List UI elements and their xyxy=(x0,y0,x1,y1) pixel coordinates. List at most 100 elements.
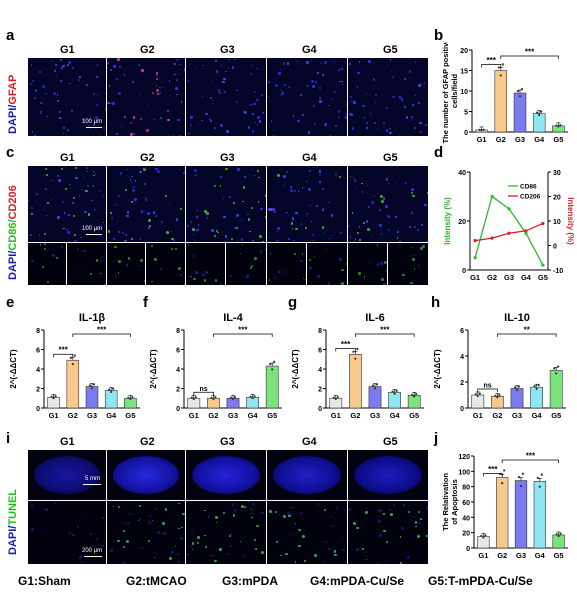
cell-speck xyxy=(52,254,55,257)
cell-speck xyxy=(72,534,75,537)
h-x-tick-label-G1: G1 xyxy=(473,411,483,420)
h-x-tick-label-G4: G4 xyxy=(532,411,543,420)
d-point-CD86-3 xyxy=(524,231,528,235)
cell-speck xyxy=(210,80,212,83)
e-dot-G5-2 xyxy=(131,396,134,399)
cell-speck xyxy=(270,208,273,211)
cell-speck xyxy=(389,59,392,61)
cell-speck xyxy=(209,118,211,121)
cell-speck xyxy=(287,512,290,516)
e-y-tick-label-1: 2 xyxy=(36,387,40,394)
cell-speck xyxy=(166,230,170,234)
cell-speck xyxy=(350,236,352,238)
cell-speck xyxy=(420,517,422,520)
cell-speck xyxy=(198,123,200,125)
cell-speck xyxy=(225,167,228,171)
cell-speck xyxy=(408,70,411,73)
cell-speck xyxy=(279,94,282,97)
cell-speck xyxy=(384,561,387,564)
cell-speck xyxy=(368,60,372,64)
cell-speck xyxy=(339,232,342,235)
f-y-tick-label-0: 0 xyxy=(176,406,180,413)
cell-speck xyxy=(31,505,33,507)
cell-speck xyxy=(38,70,42,74)
cell-speck xyxy=(425,124,428,127)
cell-speck xyxy=(126,539,130,543)
cell-speck xyxy=(31,206,34,209)
g-y-tick-label-2: 4 xyxy=(318,367,322,374)
cell-speck xyxy=(101,544,104,548)
cell-speck xyxy=(366,126,369,129)
cell-speck xyxy=(355,526,359,530)
e-sig-label-1: *** xyxy=(97,326,107,335)
cell-speck xyxy=(138,520,140,522)
header-c-g4: G4 xyxy=(302,152,317,164)
cell-speck xyxy=(160,86,163,89)
cell-speck xyxy=(172,135,175,136)
cell-speck xyxy=(340,268,344,272)
cell-speck xyxy=(214,279,218,282)
cell-speck xyxy=(400,98,404,101)
cell-speck xyxy=(232,505,235,508)
cell-speck xyxy=(121,232,124,235)
inset-c-g4a xyxy=(267,243,306,285)
d-y-tick-label-left-1: 20 xyxy=(458,219,466,226)
cell-speck xyxy=(44,187,48,191)
cell-speck xyxy=(139,518,141,521)
cell-speck xyxy=(72,196,76,200)
cell-speck xyxy=(299,93,303,96)
cell-speck xyxy=(369,113,372,115)
cell-speck xyxy=(140,93,142,95)
cell-speck xyxy=(380,195,384,199)
chart-b-gfap: 0 5 10 15 20 G1 G2 G3 G4 G5 *** *** The number of GF… xyxy=(441,42,568,144)
cell-speck xyxy=(129,122,132,125)
g-dot-G5-1 xyxy=(413,395,416,398)
j-x-tick-label-G2: G2 xyxy=(497,551,507,560)
legend-g5: G5:T-mPDA-Cu/Se xyxy=(428,574,533,588)
cell-speck xyxy=(410,192,413,195)
j-y-tick-label-3: 60 xyxy=(462,500,470,507)
cell-speck xyxy=(293,253,296,255)
cell-speck xyxy=(251,509,253,511)
cell-speck xyxy=(86,166,89,169)
cell-speck xyxy=(352,100,356,104)
cell-speck xyxy=(114,245,117,249)
b-ylabel-0: The number of GFAP positive xyxy=(441,42,450,143)
cell-speck xyxy=(77,78,81,82)
cell-speck xyxy=(124,233,128,237)
cell-speck xyxy=(309,266,312,270)
cell-speck xyxy=(178,168,181,170)
cell-speck xyxy=(132,181,134,183)
g-x-tick-label-G1: G1 xyxy=(331,411,341,420)
cell-speck xyxy=(412,194,415,198)
cell-speck xyxy=(98,104,101,107)
cell-speck xyxy=(265,215,266,219)
cell-speck xyxy=(46,174,48,176)
header-c-g2: G2 xyxy=(140,152,155,164)
cell-speck xyxy=(217,232,219,234)
cell-speck xyxy=(201,119,203,122)
micrograph-a-g5 xyxy=(348,58,428,136)
cell-speck xyxy=(344,115,347,119)
stain-dapi-i: DAPI/ xyxy=(7,525,19,555)
panel-label-f: f xyxy=(143,294,148,311)
cell-speck xyxy=(107,230,111,233)
cell-speck xyxy=(322,207,325,210)
cell-speck xyxy=(256,524,259,528)
legend-g1: G1:Sham xyxy=(18,574,71,588)
cell-speck xyxy=(208,516,211,518)
cell-speck xyxy=(209,120,212,123)
cell-speck xyxy=(427,192,428,195)
j-x-tick-label-G5: G5 xyxy=(554,551,564,560)
cell-speck xyxy=(63,211,66,214)
cell-speck xyxy=(385,177,389,181)
inset-c-g1a xyxy=(28,243,66,285)
j-dot-G5-1 xyxy=(557,534,560,538)
cell-speck xyxy=(56,94,58,96)
h-dot-G2-2 xyxy=(498,394,501,397)
f-title: IL-4 xyxy=(223,312,243,324)
cell-speck xyxy=(149,521,152,524)
h-title: IL-10 xyxy=(504,312,530,324)
cell-speck xyxy=(285,552,288,556)
b-x-tick-label-G2: G2 xyxy=(496,135,506,144)
